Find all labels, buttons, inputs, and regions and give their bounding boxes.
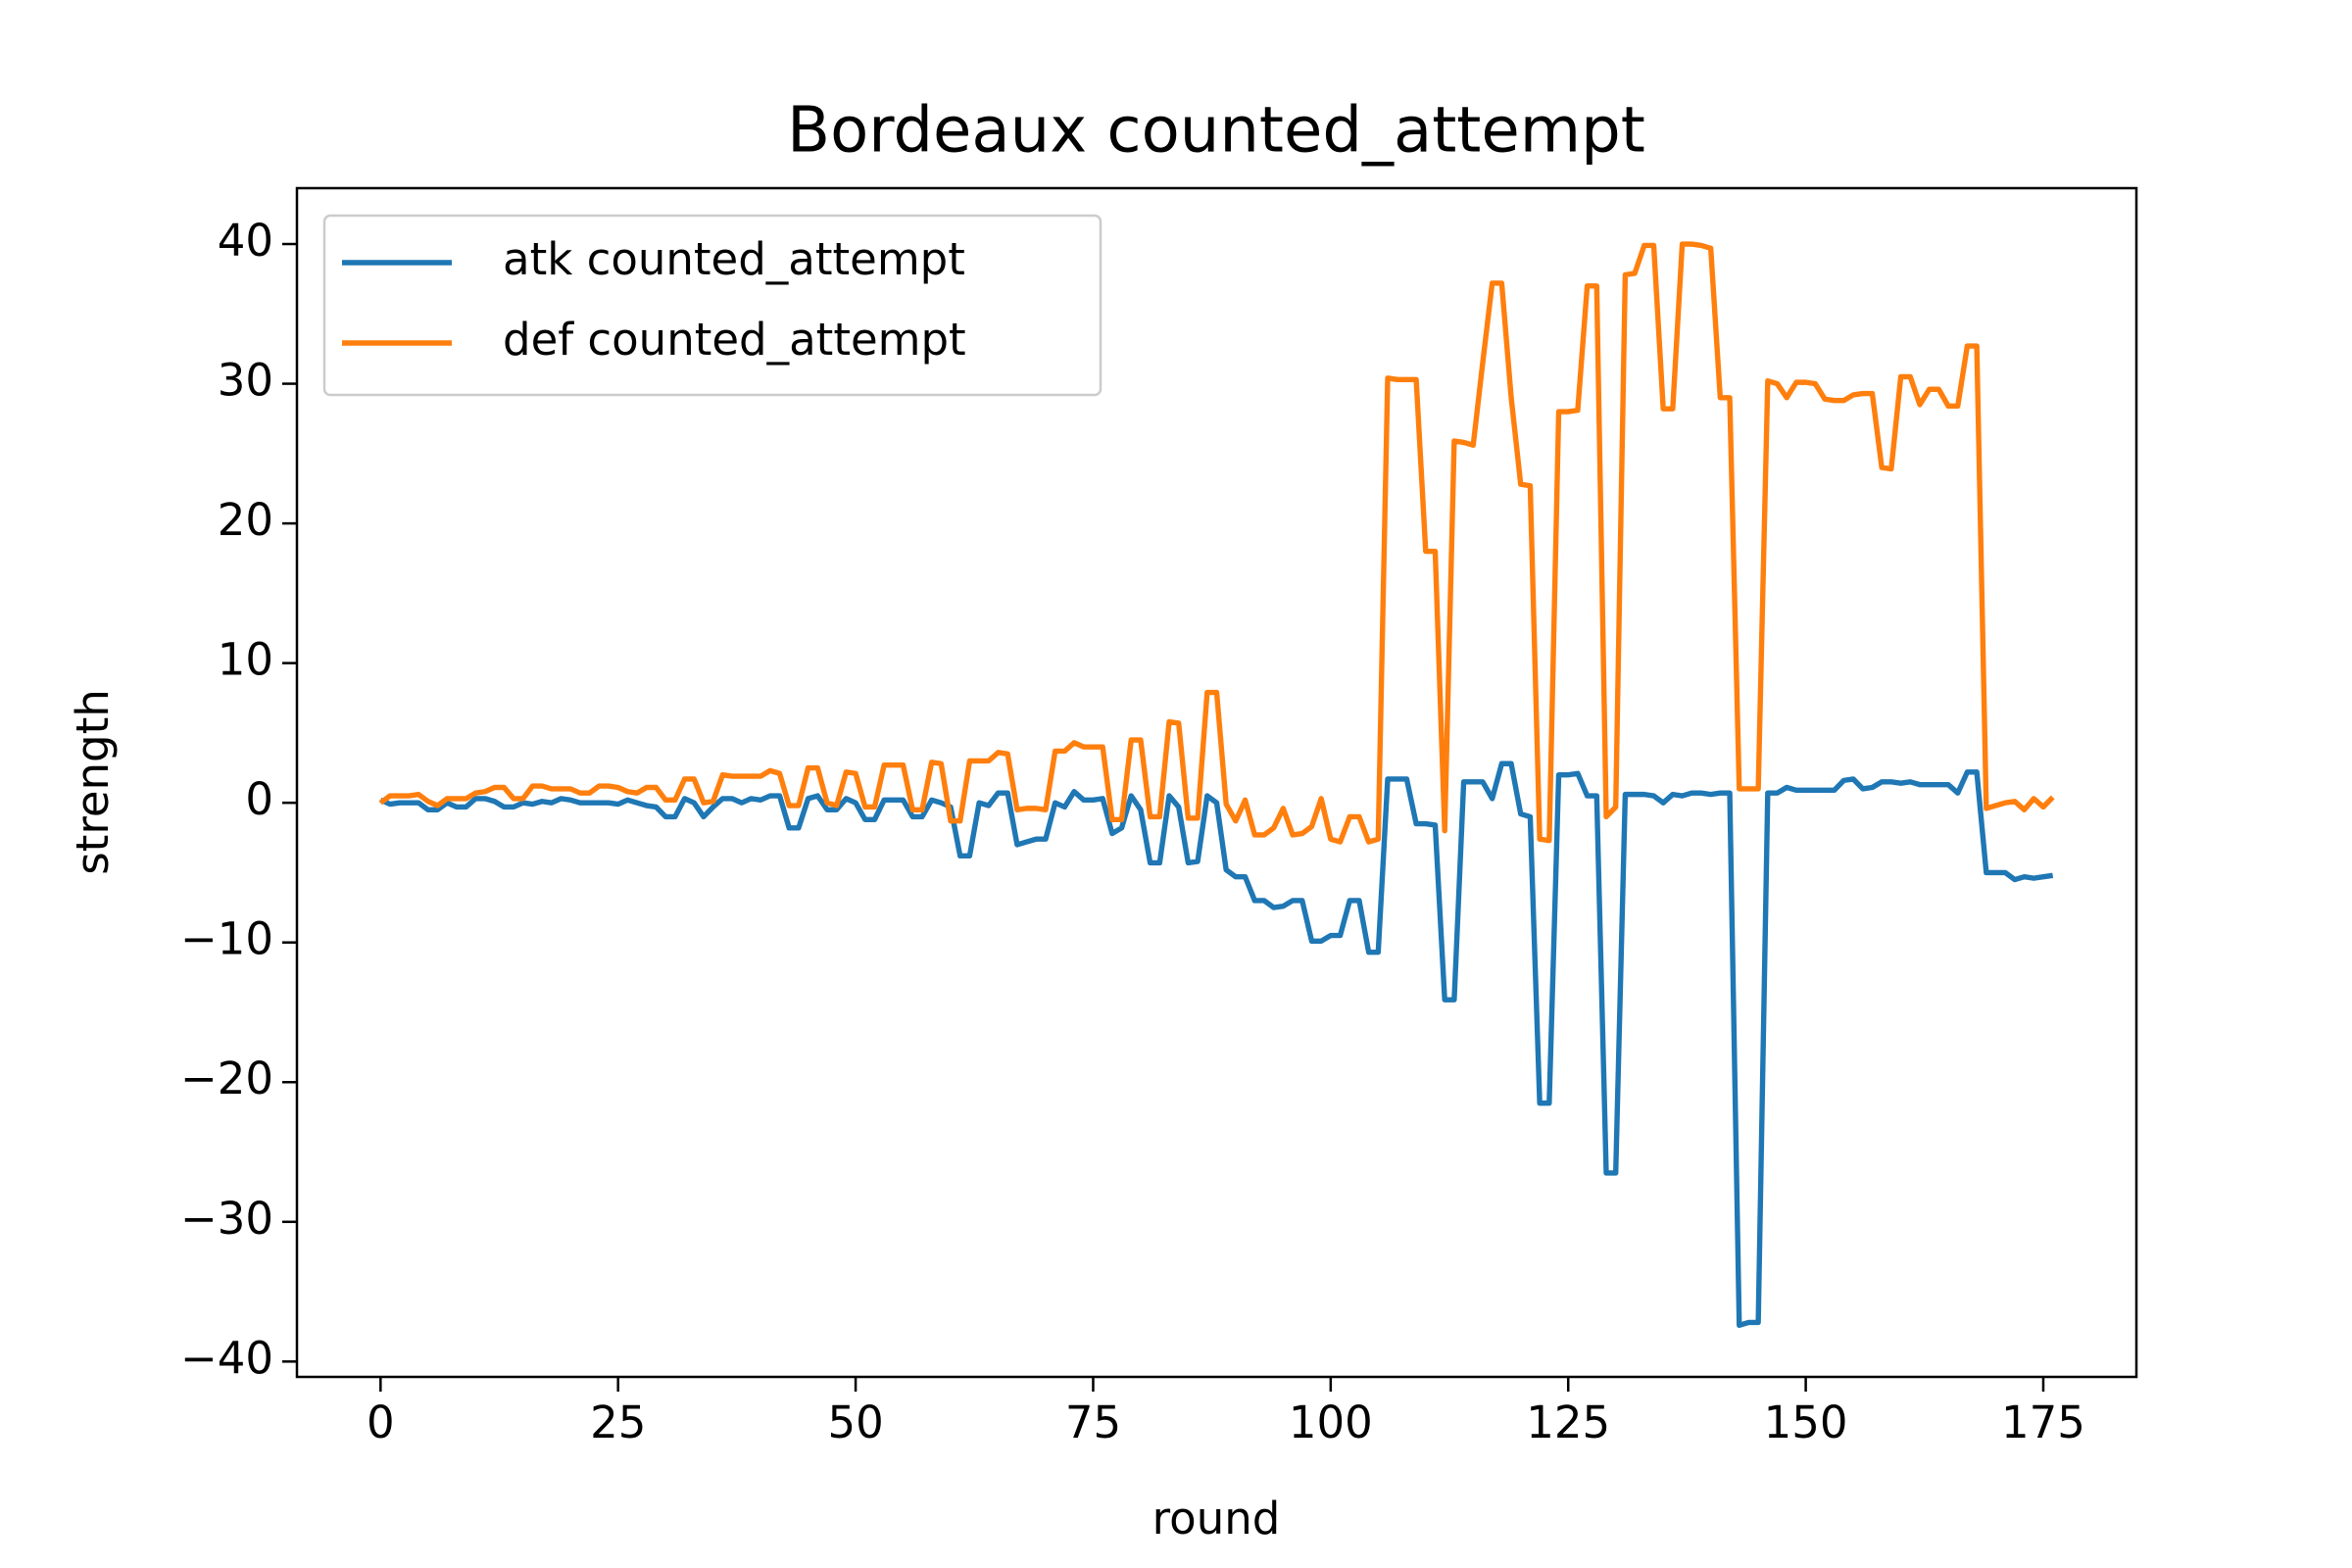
legend-label: def counted_attempt: [503, 314, 966, 366]
x-tick-label: 75: [1065, 1396, 1121, 1448]
axes-frame: [295, 186, 2138, 1379]
series-line: [379, 760, 2054, 1328]
y-tick-label: −20: [180, 1053, 273, 1104]
legend-box: [322, 214, 1102, 397]
y-tick-label: −30: [180, 1193, 273, 1245]
y-tick-label: −40: [180, 1332, 273, 1384]
x-tick-label: 100: [1289, 1396, 1373, 1448]
x-tick-label: 125: [1526, 1396, 1610, 1448]
legend-label: atk counted_attempt: [503, 233, 965, 285]
x-axis-label: round: [1152, 1493, 1281, 1544]
x-tick-label: 50: [827, 1396, 883, 1448]
y-tick-label: 40: [218, 215, 273, 267]
series-line: [378, 241, 2055, 845]
chart-title: Bordeaux counted_attempt: [787, 95, 1645, 168]
y-tick-label: 30: [218, 355, 273, 407]
y-axis-label: strength: [67, 689, 119, 875]
y-tick-label: −10: [180, 913, 273, 965]
y-tick-label: 0: [245, 773, 273, 825]
x-tick-label: 25: [590, 1396, 646, 1448]
x-tick-label: 0: [367, 1396, 395, 1448]
x-tick-label: 175: [2001, 1396, 2085, 1448]
y-tick-label: 10: [218, 634, 273, 686]
x-tick-label: 150: [1764, 1396, 1848, 1448]
y-tick-label: 20: [218, 494, 273, 546]
